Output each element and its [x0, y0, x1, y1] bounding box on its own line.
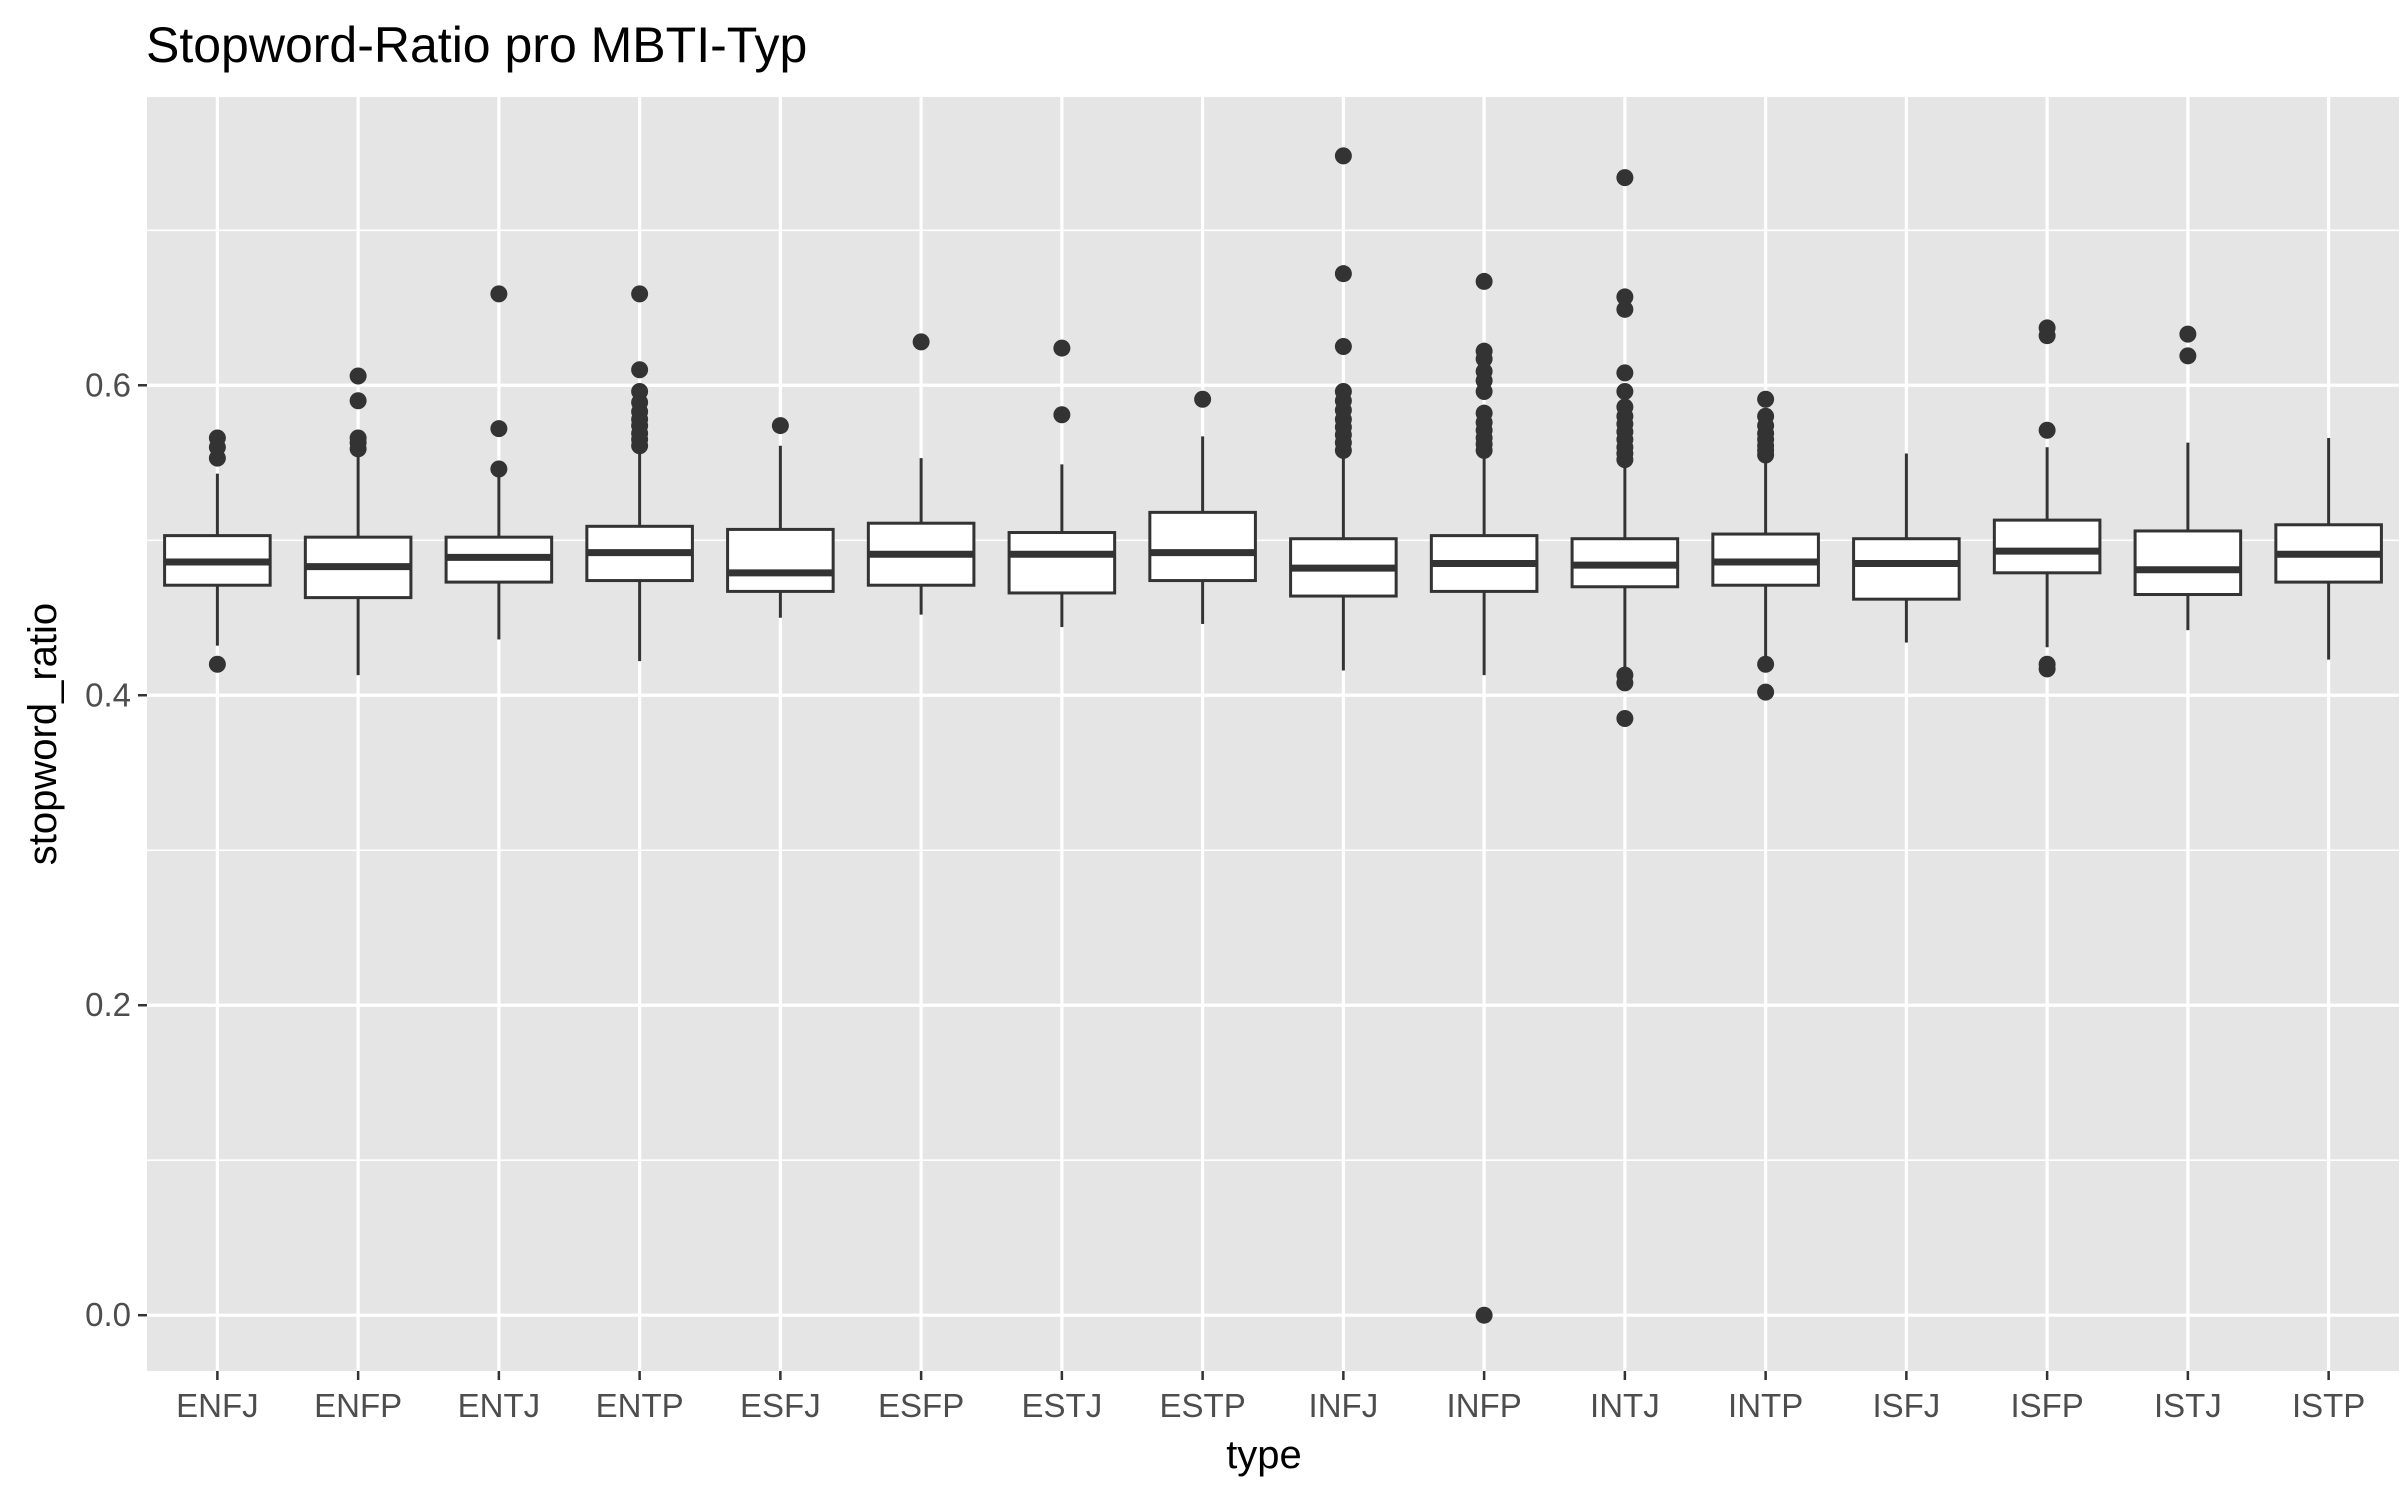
outlier-point [2038, 655, 2056, 673]
chart-title: Stopword-Ratio pro MBTI-Typ [146, 17, 807, 73]
outlier-point [1053, 339, 1071, 357]
outlier-point [490, 285, 508, 303]
outlier-point [349, 392, 367, 410]
outlier-point [1334, 265, 1352, 283]
box-intj [1570, 169, 1680, 728]
box-entj [444, 285, 554, 640]
outlier-point [1475, 362, 1493, 380]
y-tick-label: 0.4 [85, 676, 131, 713]
box-iqr [1852, 537, 1961, 601]
outlier-point [1475, 404, 1493, 422]
plot-panel [147, 97, 2399, 1371]
y-axis-title: stopword_ratio [21, 603, 65, 865]
x-tick-label: ESTJ [1022, 1387, 1103, 1424]
outlier-point [1616, 169, 1634, 187]
outlier-point [1616, 288, 1634, 306]
x-tick-label: INTP [1728, 1387, 1803, 1424]
box-iqr [1007, 531, 1117, 595]
outlier-point [771, 417, 789, 435]
x-axis-title: type [1226, 1433, 1302, 1477]
outlier-point [1616, 398, 1634, 416]
x-tick-label: INFJ [1309, 1387, 1379, 1424]
outlier-point [1053, 406, 1071, 424]
outlier-point [631, 361, 649, 379]
outlier-point [2038, 421, 2056, 439]
outlier-point [1616, 382, 1634, 400]
outlier-point [1616, 364, 1634, 382]
outlier-point [349, 429, 367, 447]
x-tick-label: ENFP [314, 1387, 402, 1424]
x-tick-label: INTJ [1590, 1387, 1660, 1424]
box-iqr [1992, 518, 2102, 575]
box-enfp [303, 367, 413, 676]
outlier-point [1334, 382, 1352, 400]
x-axis: ENFJ ENFP ENTJ ENTP ESFJ ESFP ESTJ ESTP INFJ INFP… [176, 1371, 2365, 1424]
outlier-point [490, 420, 508, 438]
box-isfj [1852, 453, 1961, 643]
outlier-point [1475, 1306, 1493, 1324]
outlier-point [1334, 338, 1352, 356]
outlier-point [1757, 390, 1775, 408]
outlier-point [1616, 300, 1634, 318]
outlier-point [1757, 407, 1775, 425]
outlier-point [2179, 325, 2197, 343]
outlier-point [1194, 390, 1212, 408]
box-istp [2274, 437, 2383, 660]
box-infj [1289, 147, 1398, 671]
box-isfp [1992, 319, 2102, 678]
x-tick-label: ISFP [2010, 1387, 2083, 1424]
y-tick-label: 0.0 [85, 1296, 131, 1333]
box-iqr [2133, 529, 2243, 597]
outlier-point [1475, 272, 1493, 290]
box-intp [1711, 390, 1820, 701]
box-enfj [163, 429, 272, 673]
x-tick-label: ISFJ [1872, 1387, 1940, 1424]
x-tick-label: INFP [1447, 1387, 1522, 1424]
x-tick-label: ISTJ [2154, 1387, 2222, 1424]
outlier-point [631, 382, 649, 400]
box-estj [1007, 339, 1117, 628]
x-tick-label: ESFP [878, 1387, 964, 1424]
outlier-point [349, 367, 367, 385]
outlier-point [1757, 655, 1775, 673]
x-tick-label: ENTJ [458, 1387, 541, 1424]
box-istj [2133, 325, 2243, 631]
box-entp [585, 285, 694, 662]
x-tick-label: ESFJ [740, 1387, 821, 1424]
outlier-point [1475, 342, 1493, 360]
outlier-point [2038, 319, 2056, 337]
box-iqr [726, 527, 835, 593]
box-infp [1429, 272, 1539, 1324]
outlier-point [631, 285, 649, 303]
x-tick-label: ENFJ [176, 1387, 259, 1424]
box-esfp [866, 333, 976, 615]
outlier-point [912, 333, 930, 351]
box-esfj [726, 417, 835, 618]
major-gridlines [147, 97, 2399, 1371]
outlier-point [208, 429, 226, 447]
outlier-point [490, 460, 508, 478]
box-estp [1148, 390, 1257, 624]
x-tick-label: ESTP [1160, 1387, 1246, 1424]
outlier-point [1757, 683, 1775, 701]
outlier-point [2179, 347, 2197, 365]
x-tick-label: ISTP [2292, 1387, 2365, 1424]
y-tick-label: 0.2 [85, 986, 131, 1023]
outlier-point [1616, 710, 1634, 728]
outlier-point [1616, 666, 1634, 684]
box-series [163, 147, 2383, 1324]
y-axis: 0.0 0.2 0.4 0.6 [85, 366, 147, 1333]
outlier-point [208, 655, 226, 673]
box-iqr [1148, 510, 1257, 583]
y-tick-label: 0.6 [85, 366, 131, 403]
outlier-point [1334, 147, 1352, 165]
x-tick-label: ENTP [596, 1387, 684, 1424]
